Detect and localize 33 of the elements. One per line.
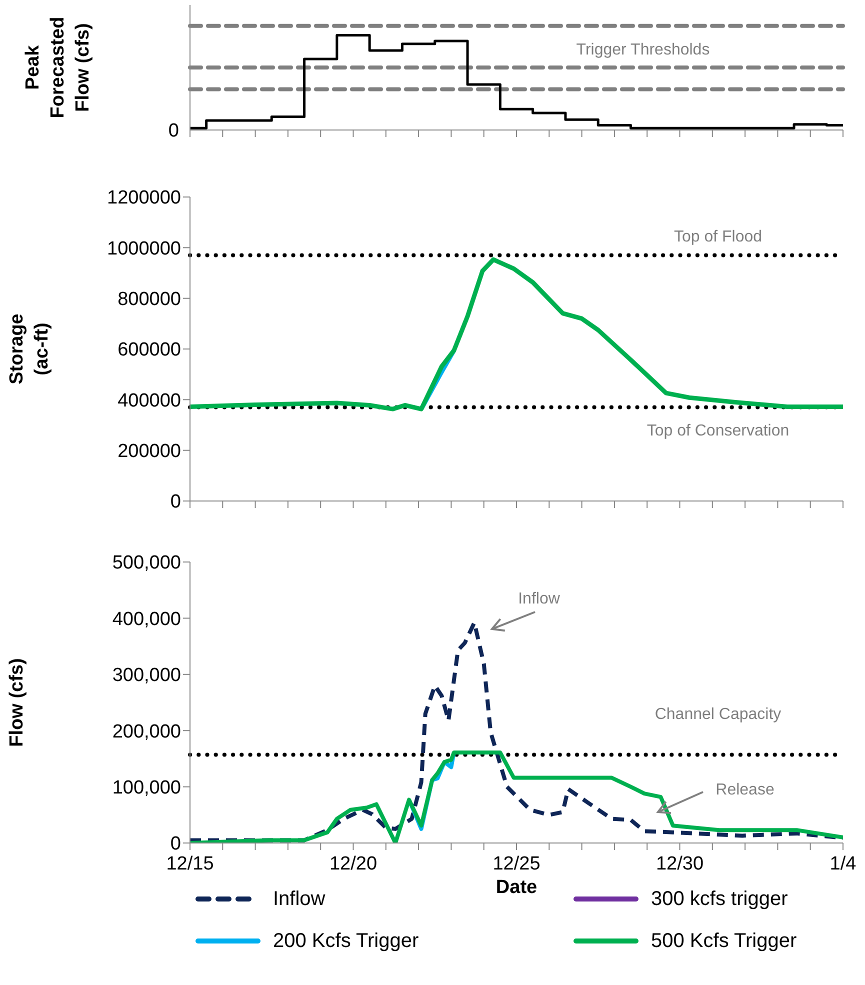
x-tick-label: 12/20 [329, 853, 378, 874]
y-tick-label: 400000 [118, 390, 181, 412]
ref-line-label: Top of Flood [674, 228, 762, 246]
annotation: Inflow [518, 590, 560, 608]
y-tick-label: 400,000 [112, 608, 181, 630]
x-tick-label: 1/4 [830, 853, 857, 874]
y-tick-label: 800000 [118, 289, 181, 310]
y-tick-label: 1000000 [107, 238, 181, 260]
legend-label: Inflow [273, 888, 326, 910]
ref-line-label: Top of Conservation [646, 422, 790, 440]
y-tick-label: 1200000 [107, 188, 181, 209]
y-tick-label: 500,000 [112, 552, 181, 574]
y-tick-label: 600000 [118, 340, 181, 361]
y-tick-label: 0 [170, 492, 181, 513]
x-tick-label: 12/15 [166, 853, 214, 874]
y-axis-title: Peak Forecasted Flow (cfs) [22, 16, 94, 118]
y-axis-title: Storage (ac-ft) [6, 314, 52, 384]
x-tick-label: 12/25 [492, 853, 540, 874]
y-tick-label: 0 [170, 834, 181, 855]
y-tick-label: 100,000 [112, 778, 181, 799]
annotation: Trigger Thresholds [576, 42, 710, 58]
ref-line-label: Channel Capacity [654, 706, 782, 723]
legend-label: 500 Kcfs Trigger [651, 930, 797, 952]
annotation: Release [716, 782, 774, 798]
legend-label: 200 Kcfs Trigger [273, 930, 419, 952]
y-tick-label: 300,000 [112, 665, 181, 686]
y-tick-label: 200,000 [112, 721, 181, 742]
x-tick-label: 12/30 [656, 853, 704, 874]
y-tick-label: 200000 [118, 441, 181, 462]
line-series [190, 257, 843, 412]
legend-label: 300 kcfs trigger [651, 888, 788, 910]
x-axis-title: Date [496, 877, 538, 898]
y-axis-title: Flow (cfs) [6, 658, 28, 747]
